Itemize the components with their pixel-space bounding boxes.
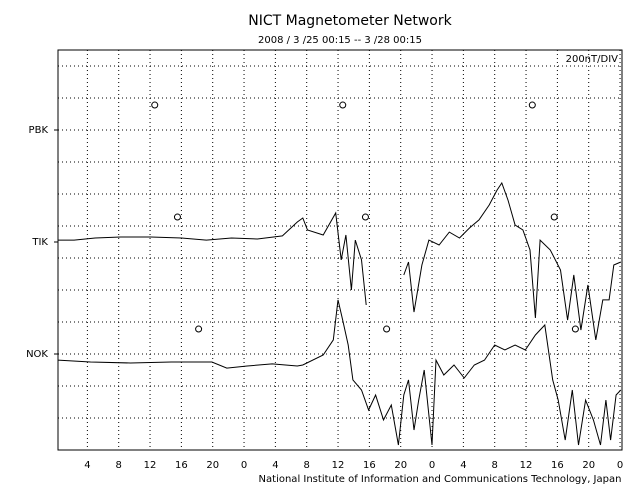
noon-marker: [383, 325, 391, 333]
chart-title: NICT Magnetometer Network: [248, 13, 452, 29]
x-tick-label: 8: [116, 460, 122, 471]
x-tick-label: 16: [551, 460, 564, 471]
trace-line: [58, 181, 621, 340]
x-tick-label: 20: [206, 460, 219, 471]
x-tick-label: 4: [84, 460, 90, 471]
noon-marker: [173, 213, 181, 221]
y-tick-label: NOK: [26, 349, 48, 360]
x-tick-label: 4: [272, 460, 278, 471]
x-tick-label: 8: [492, 460, 498, 471]
chart-subtitle: 2008 / 3 /25 00:15 -- 3 /28 00:15: [258, 35, 422, 46]
x-tick-label: 20: [582, 460, 595, 471]
noon-marker: [571, 325, 579, 333]
x-tick-label: 16: [363, 460, 376, 471]
noon-marker: [361, 213, 369, 221]
trace-line: [57, 299, 622, 446]
x-tick-label: 4: [460, 460, 466, 471]
x-tick-label: 20: [394, 460, 407, 471]
plot-frame: [57, 49, 623, 451]
y-tick-label: PBK: [29, 125, 49, 136]
noon-marker: [195, 325, 203, 333]
noon-marker: [528, 101, 536, 109]
x-tick-label: 12: [520, 460, 533, 471]
x-tick-label: 12: [144, 460, 157, 471]
x-tick-label: 0: [429, 460, 435, 471]
x-tick-label: 0: [241, 460, 247, 471]
x-tick-label: 8: [304, 460, 310, 471]
noon-marker: [339, 101, 347, 109]
scale-label: 200nT/DIV: [566, 54, 619, 65]
x-tick-label: 16: [175, 460, 188, 471]
noon-marker: [550, 213, 558, 221]
y-tick-label: TIK: [31, 237, 48, 248]
noon-marker: [151, 101, 159, 109]
x-tick-label: 12: [332, 460, 345, 471]
x-tick-label: 0: [617, 460, 623, 471]
footer: National Institute of Information and Co…: [259, 474, 622, 485]
